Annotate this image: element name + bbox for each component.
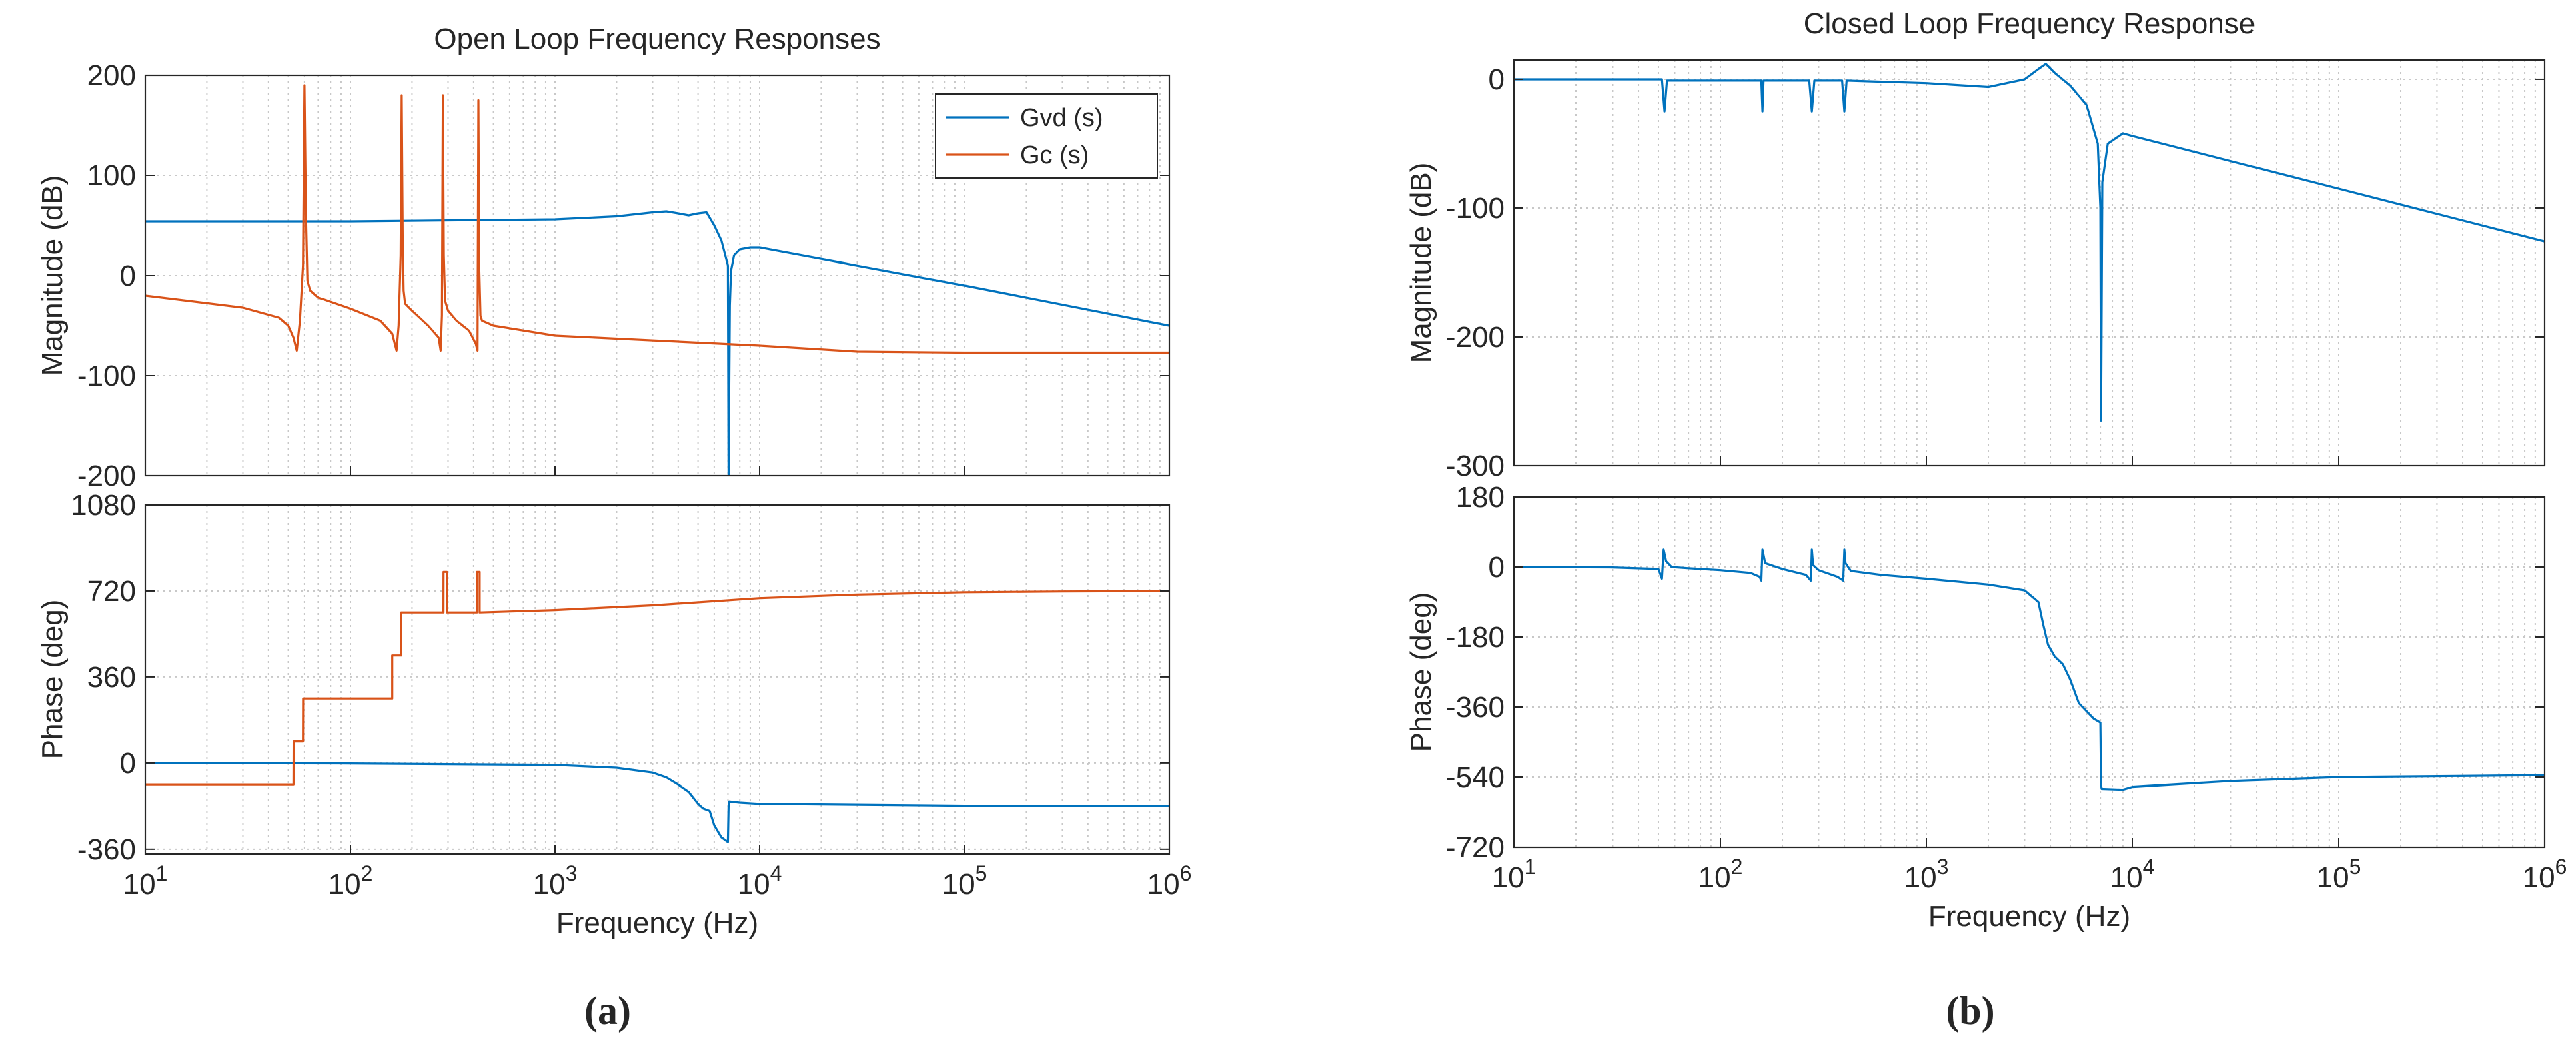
series-line-gvd xyxy=(145,210,1169,476)
plot-area xyxy=(1514,497,2545,847)
x-axis-label: Frequency (Hz) xyxy=(556,907,758,939)
y-tick-label: 1080 xyxy=(71,489,136,522)
y-tick-label: -200 xyxy=(1446,321,1505,354)
y-tick-label: -200 xyxy=(77,460,136,492)
x-tick-label: 105 xyxy=(2317,855,2361,894)
series-line-gvd xyxy=(145,762,1169,843)
y-axis-label: Magnitude (dB) xyxy=(1405,163,1437,364)
y-tick-label: -540 xyxy=(1446,761,1505,794)
y-axis-label: Phase (deg) xyxy=(1405,592,1437,752)
plot-area xyxy=(1514,60,2545,466)
x-tick-label: 106 xyxy=(2523,855,2567,894)
y-tick-label: -100 xyxy=(77,360,136,392)
closed-loop-phase-plot: -720 -540 -360 -180 0 180 101 102 103 104 105 106 Ph… xyxy=(1405,481,2567,933)
x-tick-label: 103 xyxy=(1904,855,1949,894)
closed-loop-magnitude-plot: -300 -200 -100 0 Closed Loop Frequency Respo… xyxy=(1405,7,2546,482)
caption-a: (a) xyxy=(584,989,631,1033)
chart-title: Open Loop Frequency Responses xyxy=(434,23,880,55)
x-tick-label: 106 xyxy=(1147,861,1192,901)
y-axis-label: Phase (deg) xyxy=(36,600,69,760)
x-tick-label: 103 xyxy=(533,861,578,901)
y-tick-label: -720 xyxy=(1446,831,1505,864)
grid xyxy=(145,75,1170,476)
series-line-gvd xyxy=(1514,63,2545,422)
series-line-gvd xyxy=(1514,548,2545,791)
y-tick-label: -360 xyxy=(77,833,136,866)
legend-label: Gc (s) xyxy=(1020,141,1089,169)
series-line-gc xyxy=(145,84,1169,354)
y-tick-label: 0 xyxy=(1489,63,1505,96)
y-tick-label: 100 xyxy=(87,159,136,192)
axes-box xyxy=(1513,59,2546,467)
y-tick-label: 200 xyxy=(87,59,136,92)
legend-label: Gvd (s) xyxy=(1020,104,1103,132)
y-tick-label: -300 xyxy=(1446,450,1505,482)
series-line-gc xyxy=(145,570,1169,786)
y-tick-label: 0 xyxy=(1489,551,1505,584)
axes-box xyxy=(144,504,1171,855)
y-tick-label: 720 xyxy=(87,575,136,608)
legend-box xyxy=(935,93,1158,179)
caption-b: (b) xyxy=(1946,989,1994,1033)
x-tick-label: 104 xyxy=(2110,855,2155,894)
chart-title: Closed Loop Frequency Response xyxy=(1804,7,2256,40)
legend: Gvd (s) Gc (s) xyxy=(935,93,1158,179)
y-axis-label: Magnitude (dB) xyxy=(36,175,69,376)
x-tick-label: 104 xyxy=(738,861,782,901)
x-tick-label: 102 xyxy=(1698,855,1743,894)
y-tick-label: -180 xyxy=(1446,621,1505,654)
y-tick-label: 360 xyxy=(87,661,136,694)
open-loop-magnitude-plot: -200 -100 0 100 200 Open Loop Frequency Respo… xyxy=(36,23,1171,492)
y-tick-label: 0 xyxy=(120,259,136,292)
x-tick-label: 101 xyxy=(1492,855,1537,894)
y-tick-label: 0 xyxy=(120,747,136,780)
axes-box xyxy=(1513,496,2546,849)
plot-area xyxy=(145,505,1169,854)
x-tick-label: 102 xyxy=(328,861,373,901)
open-loop-phase-plot: -360 0 360 720 1080 101 102 103 104 105 106 Phase (… xyxy=(36,489,1191,939)
x-tick-label: 105 xyxy=(942,861,987,901)
y-tick-label: -360 xyxy=(1446,691,1505,724)
y-tick-label: 180 xyxy=(1456,481,1505,514)
x-tick-label: 101 xyxy=(123,861,168,901)
x-axis-label: Frequency (Hz) xyxy=(1928,900,2130,933)
y-tick-label: -100 xyxy=(1446,192,1505,225)
